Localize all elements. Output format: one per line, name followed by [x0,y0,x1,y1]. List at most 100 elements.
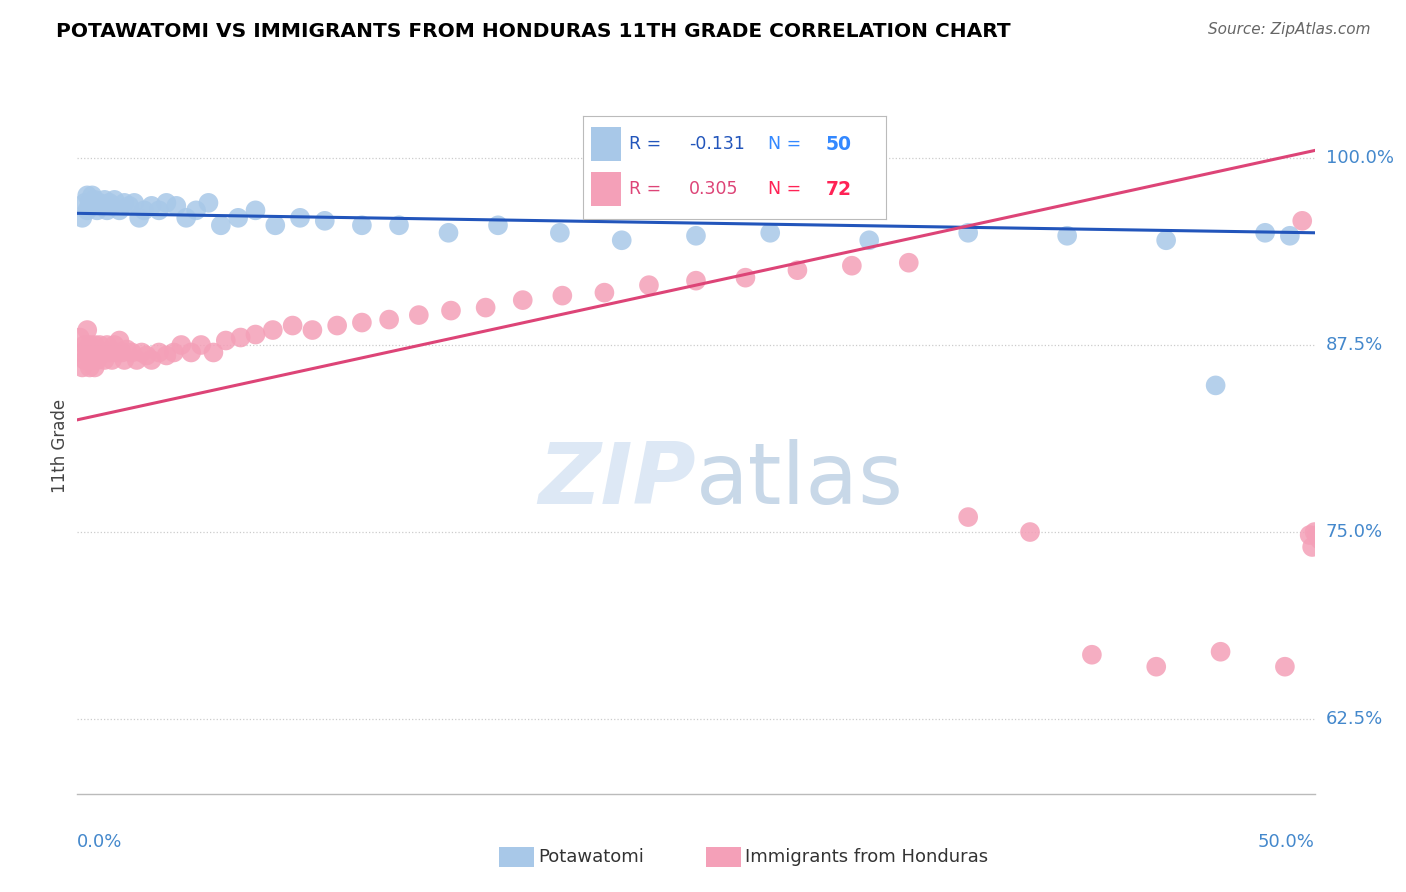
Point [512,293,534,307]
Point [86,345,108,359]
Point [86,353,108,368]
Point [82,188,104,202]
Point [350,316,373,330]
Point [121,345,143,359]
Point [1309,533,1331,547]
Text: 50: 50 [825,135,851,153]
Point [262,323,284,337]
Point [180,345,202,359]
Point [957,226,980,240]
Point [897,256,920,270]
Point [148,345,170,359]
Point [734,270,756,285]
Point [148,203,170,218]
Point [103,193,125,207]
Point [69,330,91,344]
Point [197,195,219,210]
Point [1056,228,1078,243]
Point [1298,528,1320,542]
Text: 72: 72 [825,180,851,199]
Text: N =: N = [768,136,807,153]
Point [1209,645,1232,659]
Point [165,199,187,213]
Point [98,345,121,359]
Point [1081,648,1104,662]
Point [125,353,148,368]
Point [96,338,118,352]
Point [610,233,633,247]
Text: 50.0%: 50.0% [1258,833,1315,851]
Text: 0.305: 0.305 [689,180,738,198]
Point [1144,659,1167,673]
Text: 0.0%: 0.0% [77,833,122,851]
Point [209,219,232,233]
Point [1019,524,1042,539]
Point [350,219,373,233]
Text: 62.5%: 62.5% [1326,710,1384,728]
Point [112,195,135,210]
Point [83,360,105,375]
Point [86,203,108,218]
Point [174,211,197,225]
Point [281,318,304,333]
Point [98,195,121,210]
Point [108,334,131,348]
Point [131,345,153,359]
Point [474,301,496,315]
Point [79,338,101,352]
Point [76,188,98,202]
Point [111,345,134,359]
Point [215,334,238,348]
Point [759,226,782,240]
Point [408,308,430,322]
Text: -0.131: -0.131 [689,136,745,153]
Point [105,345,128,359]
Point [1154,233,1177,247]
Point [118,199,141,213]
Text: R =: R = [628,180,666,198]
Text: POTAWATOMI VS IMMIGRANTS FROM HONDURAS 11TH GRADE CORRELATION CHART: POTAWATOMI VS IMMIGRANTS FROM HONDURAS 1… [56,22,1011,41]
Point [83,193,105,207]
Point [548,226,571,240]
Point [245,327,267,342]
Point [91,199,114,213]
Text: 75.0%: 75.0% [1326,523,1384,541]
Point [190,338,212,352]
Point [1306,528,1329,542]
Point [89,338,111,352]
Point [83,338,105,352]
Text: ZIP: ZIP [538,439,696,523]
Point [314,214,336,228]
Point [103,338,125,352]
Point [82,353,104,368]
Text: 100.0%: 100.0% [1326,149,1393,167]
Text: 87.5%: 87.5% [1326,336,1384,354]
Point [72,211,94,225]
Point [112,353,135,368]
Point [73,338,96,352]
Point [388,219,411,233]
Point [155,195,177,210]
Text: N =: N = [768,180,807,198]
Point [82,199,104,213]
Text: Source: ZipAtlas.com: Source: ZipAtlas.com [1208,22,1371,37]
Point [226,211,249,225]
Point [1278,228,1301,243]
Point [437,226,460,240]
Point [141,353,163,368]
Point [1254,226,1277,240]
Point [155,349,177,363]
Bar [591,128,621,161]
Point [957,510,980,524]
Point [79,360,101,375]
Point [593,285,616,300]
Point [858,233,880,247]
Point [245,203,267,218]
Point [96,203,118,218]
Point [170,338,193,352]
Point [229,330,252,344]
Text: atlas: atlas [696,439,904,523]
Point [72,360,94,375]
Point [89,195,111,210]
Point [108,203,131,218]
